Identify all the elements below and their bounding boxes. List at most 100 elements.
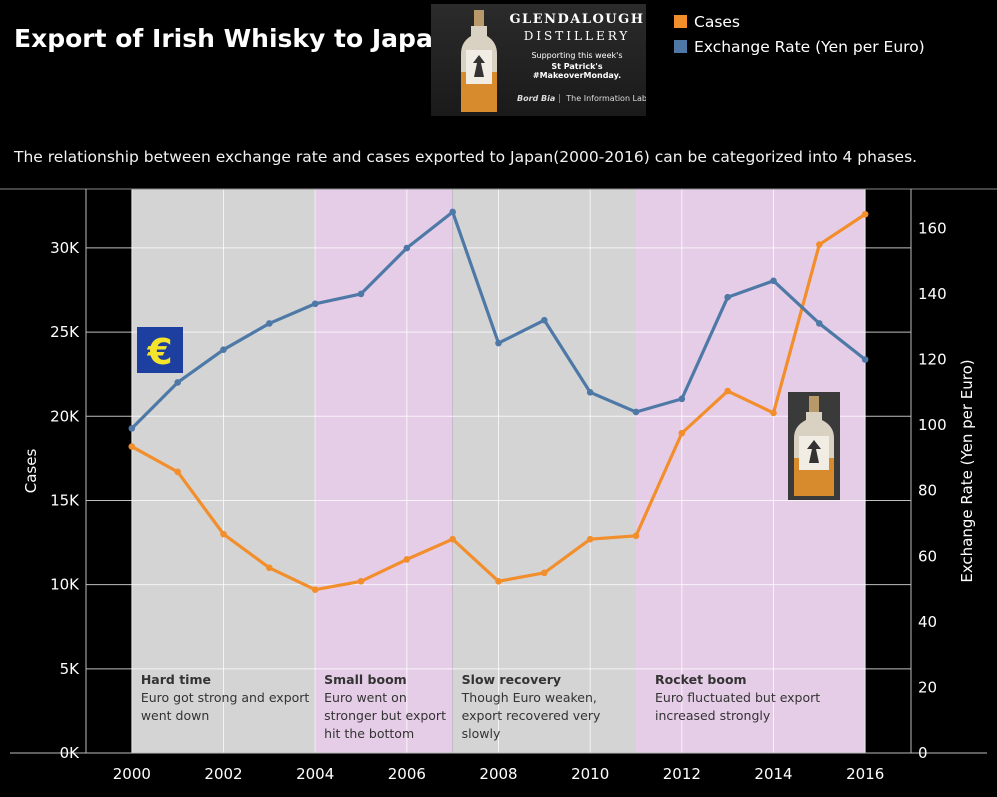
legend-cases-label: Cases [694, 12, 741, 31]
cases-point [586, 535, 594, 543]
x-tick-label: 2008 [479, 765, 517, 783]
exchange-rate-point [266, 320, 273, 327]
phase-title-1: Hard time [141, 672, 211, 687]
exchange-rate-point [128, 425, 136, 432]
y-right-tick-label: 100 [918, 416, 947, 434]
cases-point [632, 532, 640, 540]
cases-point [449, 535, 456, 543]
x-tick-label: 2004 [296, 765, 334, 783]
legend: Cases Exchange Rate (Yen per Euro) [674, 9, 925, 59]
y-left-tick-label: 15K [50, 491, 80, 509]
phase-desc-line: Euro went on [324, 690, 407, 705]
exchange-rate-point [770, 277, 777, 285]
y-right-tick-label: 20 [918, 678, 937, 696]
y-left-tick-label: 25K [50, 323, 80, 341]
phase-title-2: Small boom [324, 672, 407, 687]
phase-desc-line: hit the bottom [324, 726, 414, 741]
cases-point [220, 530, 227, 538]
phase-desc-line: increased strongly [655, 708, 771, 723]
whisky-bottle-icon [461, 10, 497, 112]
exchange-rate-point [861, 356, 869, 363]
x-tick-label: 2010 [571, 765, 609, 783]
phase-desc-line: slowly [462, 726, 501, 741]
sponsor-banner: GLENDALOUGH DISTILLERY Supporting this w… [431, 4, 646, 116]
cases-point [311, 586, 319, 593]
bottle-figure [807, 440, 821, 463]
exchange-rate-point [632, 408, 640, 416]
cases-point [128, 443, 136, 450]
phase-desc-line: Euro fluctuated but export [655, 690, 820, 705]
x-tick-label: 2016 [846, 765, 884, 783]
brand-supporting: Supporting this week's [531, 51, 623, 60]
y-left-tick-label: 20K [50, 407, 80, 425]
exchange-rate-point [174, 379, 181, 386]
y-right-tick-label: 0 [918, 744, 928, 762]
exchange-rate-point [403, 244, 411, 252]
cases-point [724, 387, 731, 395]
cases-point [770, 409, 777, 417]
legend-rate-label: Exchange Rate (Yen per Euro) [694, 37, 925, 56]
cases-point [816, 241, 823, 248]
cases-point [678, 429, 686, 437]
y-left-axis-title: Cases [22, 449, 40, 494]
y-right-tick-label: 120 [918, 351, 947, 369]
cases-point [357, 577, 365, 585]
y-right-tick-label: 140 [918, 285, 947, 303]
exchange-rate-point [311, 300, 319, 308]
exchange-rate-point [816, 320, 823, 327]
phase-desc-line: export recovered very [462, 708, 601, 723]
cases-point [495, 577, 502, 585]
y-left-tick-label: 0K [60, 744, 81, 762]
x-tick-label: 2014 [754, 765, 792, 783]
brand-block: GLENDALOUGH DISTILLERY Supporting this w… [507, 12, 646, 80]
y-right-tick-label: 40 [918, 613, 937, 631]
y-right-tick-label: 80 [918, 482, 937, 500]
exchange-rate-point [495, 339, 502, 347]
cases-point [541, 569, 548, 577]
page-title: Export of Irish Whisky to Japan [14, 24, 451, 53]
euro-symbol: € [146, 332, 172, 373]
whisky-bottle-image [788, 392, 840, 500]
brand-name: GLENDALOUGH [509, 12, 645, 27]
exchange-rate-point [220, 346, 227, 353]
phase-desc-line: Euro got strong and export [141, 690, 310, 705]
euro-icon: € [137, 327, 183, 373]
phase-title-3: Slow recovery [462, 672, 561, 687]
phase-band-2 [315, 189, 453, 753]
bottle-cork [809, 396, 819, 412]
phase-title-4: Rocket boom [655, 672, 747, 687]
exchange-rate-point [678, 395, 686, 403]
x-tick-label: 2002 [204, 765, 242, 783]
x-tick-label: 2000 [113, 765, 151, 783]
y-left-tick-label: 30K [50, 239, 80, 257]
brand-sub: DISTILLERY [523, 29, 631, 43]
x-tick-label: 2012 [663, 765, 701, 783]
x-tick-label: 2006 [388, 765, 426, 783]
phase-desc-line: went down [141, 708, 209, 723]
cases-point [174, 468, 181, 476]
legend-item-cases[interactable]: Cases [674, 9, 925, 34]
cases-point [861, 210, 869, 218]
brand-tagline: St Patrick's #MakeoverMonday. [532, 62, 622, 80]
exchange-rate-point [449, 208, 456, 216]
y-left-tick-label: 10K [50, 576, 80, 594]
subtitle: The relationship between exchange rate a… [14, 148, 918, 166]
y-right-tick-label: 160 [918, 219, 947, 237]
cases-point [266, 564, 273, 572]
exchange-rate-point [724, 293, 731, 301]
exchange-rate-point [541, 316, 548, 324]
exchange-rate-point [586, 389, 594, 396]
phase-band-3 [452, 189, 636, 753]
y-left-tick-label: 5K [60, 660, 81, 678]
cases-point [403, 556, 411, 563]
sponsor-bordbia: Bord Bia [517, 94, 556, 103]
rate-swatch [674, 40, 687, 53]
sponsor-infolab: The Information Lab [559, 94, 646, 103]
exchange-rate-point [357, 290, 365, 298]
y-right-axis-title: Exchange Rate (Yen per Euro) [958, 359, 976, 582]
sponsor-logos: Bord Bia The Information Lab [517, 94, 646, 103]
legend-item-rate[interactable]: Exchange Rate (Yen per Euro) [674, 34, 925, 59]
y-right-tick-label: 60 [918, 547, 937, 565]
cases-swatch [674, 15, 687, 28]
